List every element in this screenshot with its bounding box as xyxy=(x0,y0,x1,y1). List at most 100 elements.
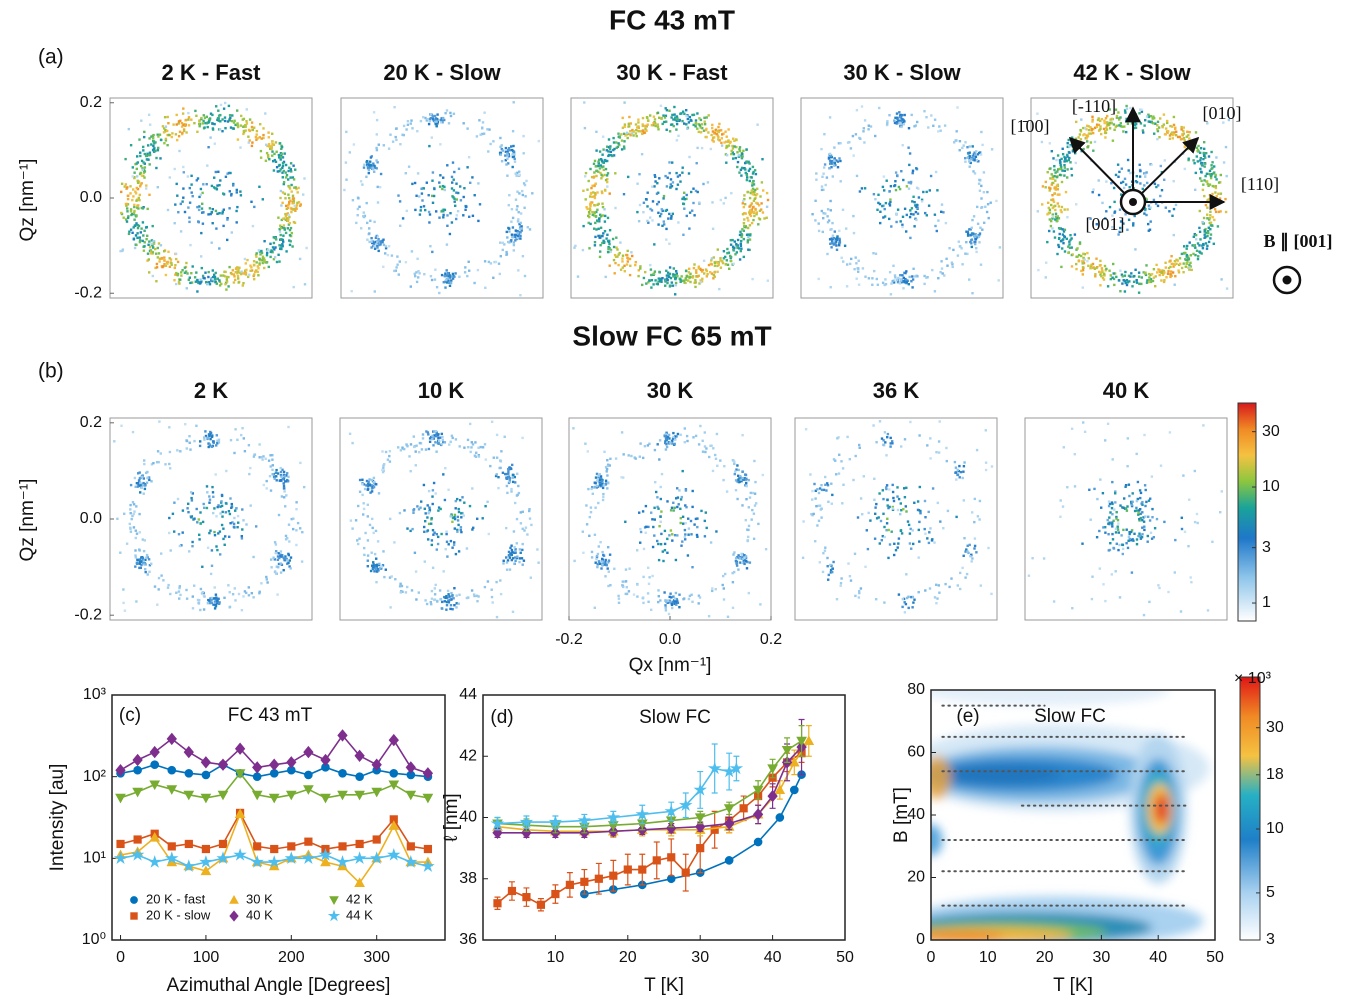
speckle xyxy=(1051,217,1054,220)
speckle xyxy=(664,284,667,287)
speckle xyxy=(225,278,228,281)
speckle xyxy=(192,518,195,521)
speckle xyxy=(138,560,142,564)
speckle xyxy=(1079,138,1083,141)
speckle xyxy=(822,172,825,175)
speckle xyxy=(694,285,697,289)
speckle xyxy=(520,557,524,560)
speckle xyxy=(1214,191,1217,194)
speckle xyxy=(397,446,400,449)
speckle xyxy=(465,596,469,600)
speckle xyxy=(590,186,593,190)
speckle xyxy=(745,178,749,182)
speckle xyxy=(653,534,656,537)
speckle xyxy=(243,450,247,453)
speckle xyxy=(469,450,472,454)
speckle xyxy=(252,274,255,278)
speckle xyxy=(697,130,700,134)
speckle xyxy=(1111,276,1114,279)
speckle xyxy=(1081,268,1085,272)
speckle xyxy=(937,219,940,222)
speckle xyxy=(232,273,236,276)
speckle xyxy=(1143,172,1146,175)
speckle xyxy=(1187,158,1190,162)
speckle xyxy=(431,495,434,498)
speckle xyxy=(573,246,576,249)
speckle xyxy=(442,281,445,284)
speckle xyxy=(763,217,766,220)
speckle xyxy=(419,119,423,123)
speckle xyxy=(244,262,247,265)
speckle xyxy=(169,549,172,552)
speckle xyxy=(823,163,827,166)
speckle xyxy=(354,519,358,522)
speckle xyxy=(137,479,141,482)
speckle xyxy=(214,209,218,213)
speckle xyxy=(907,181,910,184)
speckle xyxy=(377,492,381,495)
speckle xyxy=(507,204,510,207)
speckle xyxy=(1165,276,1168,279)
speckle xyxy=(150,135,153,138)
speckle xyxy=(751,277,754,281)
speckle xyxy=(671,600,674,603)
speckle xyxy=(218,279,221,282)
speckle xyxy=(595,210,598,214)
speckle xyxy=(431,250,434,254)
speckle xyxy=(978,241,981,244)
speckle xyxy=(138,193,141,197)
speckle xyxy=(209,112,213,115)
speckle xyxy=(750,208,754,211)
speckle xyxy=(1076,247,1079,250)
speckle xyxy=(596,208,599,211)
speckle xyxy=(191,492,194,495)
speckle xyxy=(156,256,159,259)
speckle xyxy=(177,590,181,593)
speckle xyxy=(732,262,735,265)
speckle xyxy=(189,243,192,247)
speckle xyxy=(218,128,222,131)
speckle xyxy=(614,261,617,265)
speckle xyxy=(167,122,170,125)
speckle xyxy=(420,500,423,503)
speckle xyxy=(222,537,225,541)
speckle xyxy=(140,159,144,163)
speckle xyxy=(1074,137,1078,140)
speckle xyxy=(749,209,752,212)
speckle xyxy=(236,275,240,278)
speckle xyxy=(857,259,860,262)
speckle xyxy=(232,184,235,187)
speckle xyxy=(1187,257,1190,260)
speckle xyxy=(250,125,254,129)
speckle xyxy=(649,207,652,211)
speckle xyxy=(479,445,482,449)
speckle xyxy=(292,197,296,200)
speckle xyxy=(738,258,742,261)
speckle xyxy=(727,251,731,254)
speckle xyxy=(681,515,685,518)
speckle xyxy=(1087,128,1091,132)
speckle xyxy=(301,531,304,534)
speckle xyxy=(468,215,471,218)
speckle xyxy=(1053,187,1056,190)
speckle xyxy=(743,562,746,566)
speckle xyxy=(1103,264,1107,268)
speckle xyxy=(1203,154,1206,157)
speckle xyxy=(375,118,379,122)
speckle xyxy=(357,504,360,508)
speckle xyxy=(295,187,298,191)
speckle xyxy=(258,259,262,262)
speckle xyxy=(621,257,624,260)
speckle xyxy=(1201,161,1204,165)
speckle xyxy=(911,286,914,289)
speckle xyxy=(659,515,662,518)
speckle xyxy=(368,240,371,244)
speckle xyxy=(285,217,289,220)
speckle xyxy=(418,213,422,216)
speckle xyxy=(162,131,166,134)
speckle xyxy=(121,248,125,251)
speckle xyxy=(211,222,214,225)
speckle xyxy=(748,248,751,252)
speckle xyxy=(831,175,834,178)
speckle xyxy=(1154,285,1157,288)
